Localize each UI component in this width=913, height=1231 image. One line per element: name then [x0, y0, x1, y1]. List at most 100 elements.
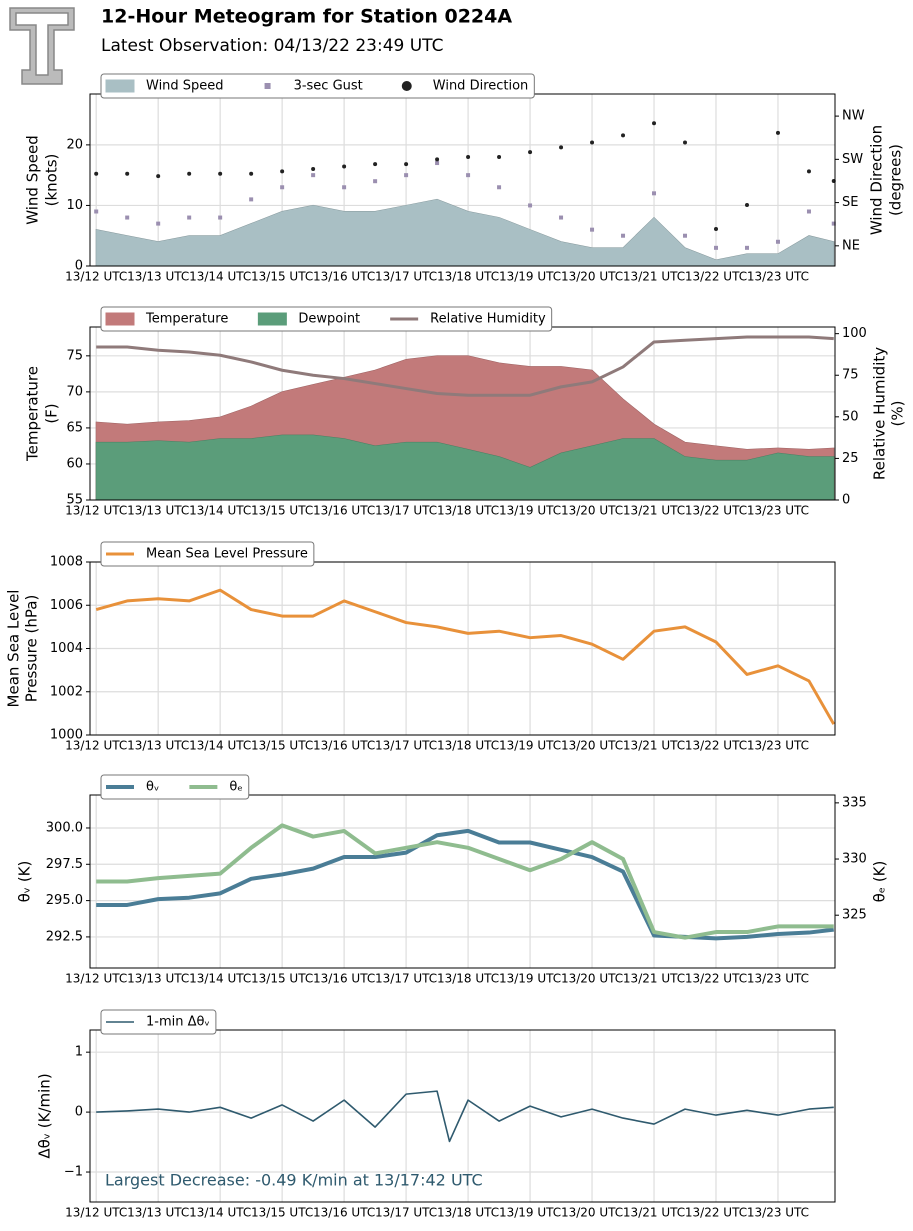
y-tick-label: 10	[66, 198, 83, 213]
x-tick-label: 13/22 UTC	[685, 972, 747, 986]
x-tick-label: 13/12 UTC	[65, 972, 127, 986]
annotation: Largest Decrease: -0.49 K/min at 13/17:4…	[105, 1171, 483, 1190]
x-tick-label: 13/13 UTC	[127, 739, 189, 753]
point	[249, 171, 254, 176]
point	[218, 215, 223, 220]
point	[590, 140, 595, 145]
point	[559, 145, 564, 150]
y-axis-label: Wind Speed	[24, 135, 42, 225]
x-tick-label: 13/15 UTC	[251, 972, 313, 986]
x-tick-label: 13/13 UTC	[127, 504, 189, 518]
point	[497, 185, 502, 190]
legend-box	[100, 73, 535, 99]
point	[94, 209, 99, 214]
x-tick-label: 13/21 UTC	[623, 739, 685, 753]
point	[435, 157, 440, 162]
y2-axis-label: θₑ (K)	[871, 861, 889, 903]
legend-label: Mean Sea Level Pressure	[146, 547, 308, 562]
x-tick-label: 13/22 UTC	[685, 739, 747, 753]
y-axis-label: Δθᵥ (K/min)	[36, 1073, 54, 1158]
point	[280, 185, 285, 190]
y-tick-label: 20	[66, 137, 83, 152]
y-tick-label: 295.0	[46, 893, 83, 908]
legend-label: Wind Direction	[433, 79, 529, 94]
legend-swatch	[257, 312, 287, 326]
y-axis-label: θᵥ (K)	[16, 861, 34, 903]
y-tick-label: 1002	[50, 684, 83, 699]
line	[96, 335, 834, 397]
point	[713, 227, 718, 232]
y-tick-label: 297.5	[46, 857, 83, 872]
point	[497, 154, 502, 159]
legend: Mean Sea Level Pressure	[100, 541, 315, 567]
x-tick-label: 13/17 UTC	[375, 1206, 437, 1220]
x-tick-label: 13/21 UTC	[623, 270, 685, 284]
point	[280, 169, 285, 174]
point	[373, 162, 378, 167]
point	[806, 209, 811, 214]
legend: 1-min Δθᵥ	[100, 1009, 217, 1035]
x-tick-label: 13/18 UTC	[437, 739, 499, 753]
y2-axis-label: Relative Humidity	[871, 347, 889, 480]
point	[683, 233, 688, 238]
y2-tick-label: 335	[842, 795, 867, 810]
x-tick-label: 13/14 UTC	[189, 504, 251, 518]
y-tick-label: 1000	[50, 728, 83, 743]
subtitle: Latest Observation: 04/13/22 23:49 UTC	[101, 36, 443, 56]
point	[713, 245, 718, 250]
legend: Temperature Dewpoint Relative Humidity	[100, 306, 553, 332]
y2-axis-label: Wind Direction	[868, 125, 886, 235]
line	[96, 823, 834, 940]
x-tick-label: 13/23 UTC	[747, 739, 809, 753]
point	[744, 245, 749, 250]
x-tick-label: 13/13 UTC	[127, 972, 189, 986]
x-tick-label: 13/15 UTC	[251, 1206, 313, 1220]
legend-swatch	[105, 79, 135, 93]
y-tick-label: 0	[75, 259, 83, 274]
axes-frame	[89, 561, 836, 736]
point	[590, 227, 595, 232]
point	[187, 215, 192, 220]
point	[683, 140, 688, 145]
x-tick-label: 13/14 UTC	[189, 270, 251, 284]
line	[96, 828, 834, 941]
panel-pressure: 13/12 UTC 13/13 UTC 13/14 UTC 13/15 UTC 13/1…	[5, 541, 836, 753]
x-tick-label: 13/21 UTC	[623, 972, 685, 986]
x-tick-label: 13/12 UTC	[65, 1206, 127, 1220]
x-tick-label: 13/15 UTC	[251, 739, 313, 753]
x-tick-label: 13/23 UTC	[747, 270, 809, 284]
x-tick-label: 13/12 UTC	[65, 270, 127, 284]
x-tick-label: 13/19 UTC	[499, 270, 561, 284]
point	[404, 173, 409, 178]
y-axis-label: Temperature	[24, 366, 42, 462]
point	[156, 174, 161, 179]
x-tick-label: 13/17 UTC	[375, 270, 437, 284]
x-tick-label: 13/16 UTC	[313, 270, 375, 284]
y2-tick-label: 75	[842, 368, 859, 383]
point	[621, 133, 626, 138]
point	[218, 171, 223, 176]
x-tick-label: 13/22 UTC	[685, 504, 747, 518]
y2-tick-label: 330	[842, 852, 867, 867]
y-tick-label: 75	[66, 348, 83, 363]
point	[156, 221, 161, 226]
y-tick-label: 70	[66, 384, 83, 399]
panel-theta: 13/12 UTC 13/13 UTC 13/14 UTC 13/15 UTC 13/1…	[16, 774, 889, 986]
y2-tick-label: SE	[842, 195, 858, 210]
x-tick-label: 13/16 UTC	[313, 739, 375, 753]
point	[559, 215, 564, 220]
legend-label: 3-sec Gust	[294, 79, 363, 94]
y-tick-label: 292.5	[46, 929, 83, 944]
x-tick-label: 13/23 UTC	[747, 1206, 809, 1220]
point	[528, 150, 533, 155]
x-tick-label: 13/18 UTC	[437, 504, 499, 518]
x-tick-label: 13/13 UTC	[127, 1206, 189, 1220]
point	[125, 171, 130, 176]
x-tick-label: 13/12 UTC	[65, 739, 127, 753]
y-tick-label: 65	[66, 420, 83, 435]
point	[652, 121, 657, 126]
point	[404, 162, 409, 167]
x-tick-label: 13/20 UTC	[561, 739, 623, 753]
area-fill	[96, 199, 834, 266]
y-tick-label: 1006	[50, 598, 83, 613]
